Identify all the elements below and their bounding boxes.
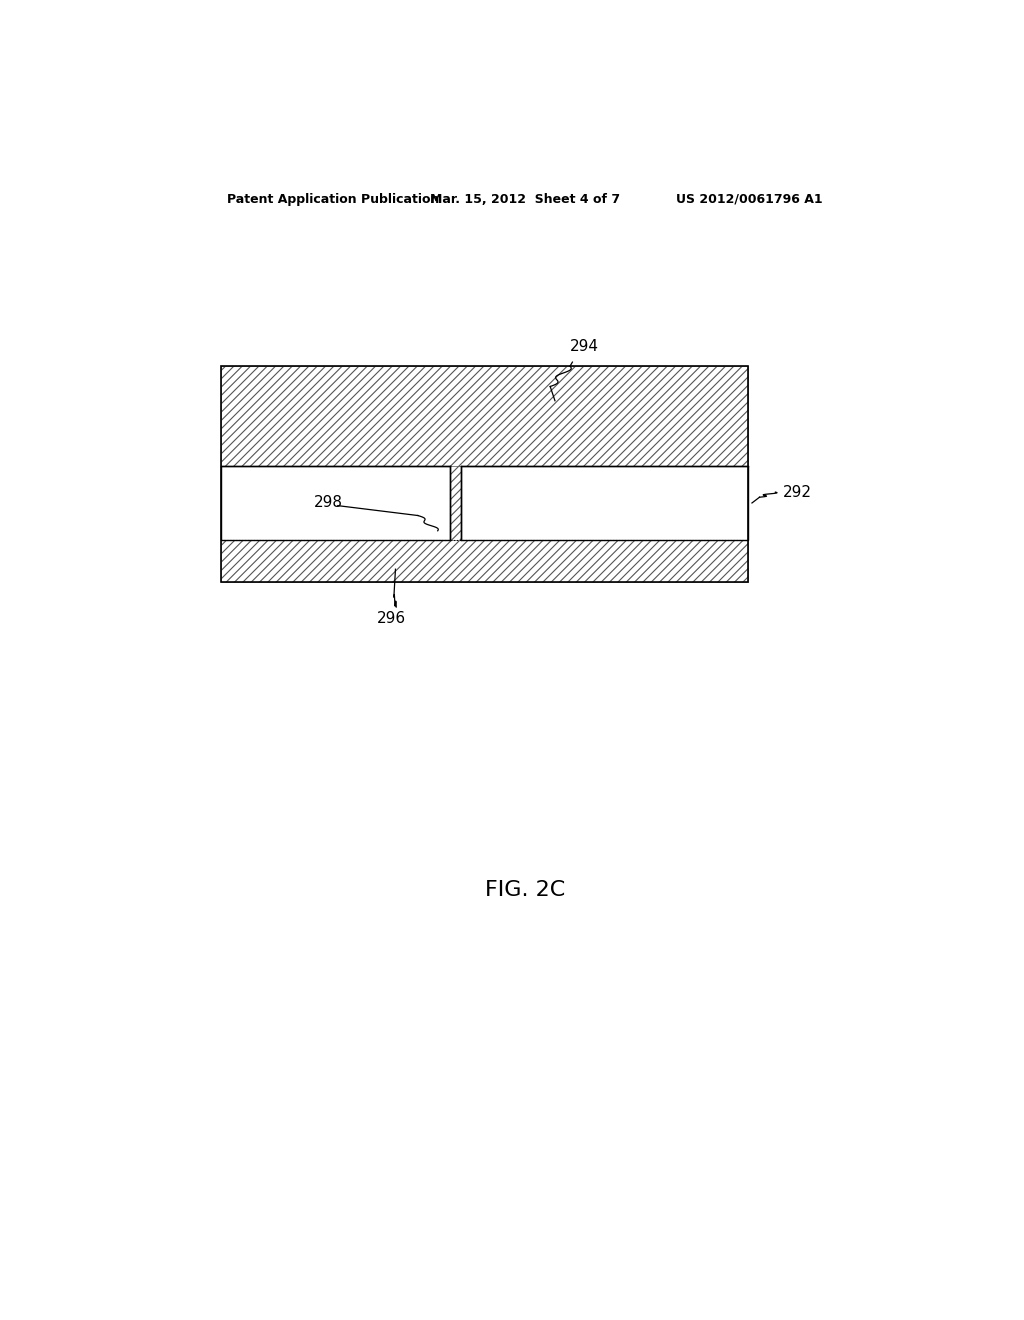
Text: Mar. 15, 2012  Sheet 4 of 7: Mar. 15, 2012 Sheet 4 of 7 <box>430 193 620 206</box>
Text: 292: 292 <box>783 484 812 499</box>
Bar <box>450 466 461 540</box>
Text: 294: 294 <box>569 339 599 354</box>
Bar <box>221 540 748 582</box>
Text: US 2012/0061796 A1: US 2012/0061796 A1 <box>676 193 822 206</box>
Bar <box>221 367 748 466</box>
Bar <box>221 367 748 582</box>
Bar <box>221 367 748 466</box>
Text: 298: 298 <box>314 495 343 510</box>
Bar <box>221 367 748 582</box>
Text: FIG. 2C: FIG. 2C <box>484 880 565 900</box>
Bar <box>221 540 748 582</box>
Bar <box>450 466 461 540</box>
Bar <box>221 466 450 540</box>
Text: 296: 296 <box>377 611 407 626</box>
Text: Patent Application Publication: Patent Application Publication <box>227 193 439 206</box>
Bar <box>461 466 748 540</box>
